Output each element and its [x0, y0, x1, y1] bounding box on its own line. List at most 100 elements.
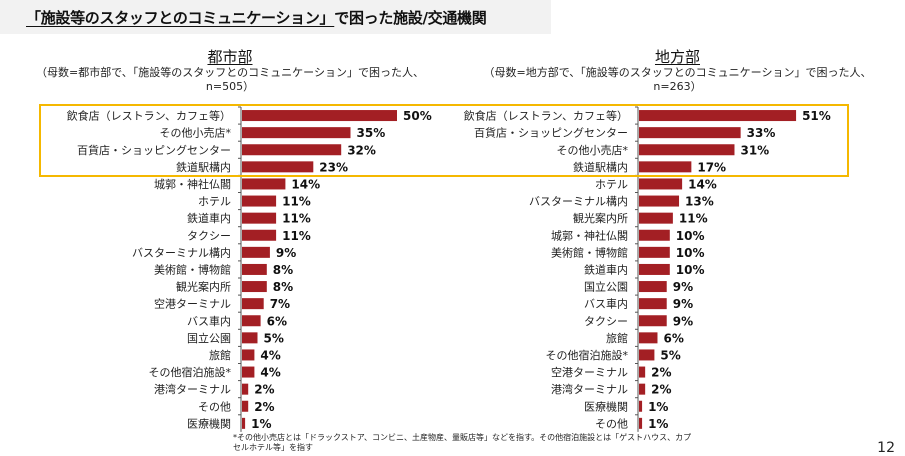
urban-category-label: バス車内	[187, 314, 231, 328]
urban-bar	[242, 212, 277, 224]
rural-bar	[639, 349, 655, 361]
urban-chart-title: 都市部	[207, 48, 253, 66]
page-title-quoted: 「施設等のスタッフとのコミュニケーション」	[26, 9, 335, 27]
rural-bar	[639, 110, 797, 122]
rural-category-label: その他宿泊施設*	[546, 348, 629, 362]
rural-category-label: その他	[595, 417, 628, 430]
urban-category-label: 旅館	[209, 348, 231, 362]
rural-value-label: 9%	[673, 297, 693, 311]
urban-bar	[242, 178, 286, 190]
urban-value-label: 7%	[270, 297, 290, 311]
urban-value-label: 35%	[357, 126, 386, 140]
title-bar: 「施設等のスタッフとのコミュニケーション」で困った施設/交通機関	[0, 0, 551, 34]
urban-value-label: 4%	[260, 348, 280, 362]
rural-bar	[639, 383, 646, 395]
page-title: 「施設等のスタッフとのコミュニケーション」で困った施設/交通機関	[26, 7, 487, 28]
rural-value-label: 2%	[651, 383, 671, 397]
urban-category-label: バスターミナル構内	[132, 245, 231, 259]
rural-category-label: バス車内	[584, 297, 628, 311]
rural-chart-subtitle-1: （母数=地方部で、「施設等のスタッフとのコミュニケーション」で困った人、	[483, 66, 872, 79]
urban-chart-subtitle-1: （母数=都市部で、「施設等のスタッフとのコミュニケーション」で困った人、	[36, 66, 424, 79]
rural-bar	[639, 263, 670, 275]
rural-value-label: 5%	[660, 348, 680, 362]
urban-category-label: 百貨店・ショッピングセンター	[77, 143, 231, 157]
rural-bar	[639, 195, 680, 207]
rural-value-label: 33%	[747, 126, 776, 140]
urban-value-label: 9%	[276, 246, 296, 260]
rural-bar	[639, 127, 741, 139]
rural-category-label: 城郭・神社仏閣	[551, 228, 628, 242]
urban-category-label: 観光案内所	[176, 280, 231, 294]
page-number: 12	[877, 440, 895, 456]
urban-category-label: 飲食店（レストラン、カフェ等）	[67, 109, 231, 123]
rural-bar	[639, 246, 670, 258]
rural-category-label: 飲食店（レストラン、カフェ等）	[464, 109, 628, 123]
urban-bar	[242, 263, 267, 275]
rural-value-label: 10%	[676, 246, 705, 260]
rural-category-label: タクシー	[584, 315, 628, 328]
rural-bar	[639, 212, 673, 224]
urban-category-label: 鉄道駅構内	[176, 160, 231, 174]
rural-value-label: 13%	[685, 195, 714, 209]
urban-value-label: 14%	[291, 177, 320, 191]
rural-bar	[639, 178, 683, 190]
rural-value-label: 2%	[651, 366, 671, 380]
rural-panel-header: 地方部 （母数=地方部で、「施設等のスタッフとのコミュニケーション」で困った人、…	[455, 48, 900, 94]
urban-bar	[242, 127, 351, 139]
urban-value-label: 11%	[282, 229, 311, 243]
urban-category-label: 城郭・神社仏閣	[154, 177, 231, 191]
urban-category-label: 港湾ターミナル	[154, 382, 231, 396]
urban-bar	[242, 400, 249, 412]
urban-bar	[242, 366, 255, 378]
urban-category-label: 医療機関	[187, 416, 231, 430]
rural-category-label: バスターミナル構内	[529, 194, 628, 208]
urban-bar	[242, 161, 314, 173]
urban-category-label: その他小売店*	[160, 126, 232, 140]
page-title-rest: で困った施設/交通機関	[334, 9, 487, 27]
footnote: *その他小売店とは「ドラックストア、コンビニ、土産物産、量販店等」などを指す。そ…	[233, 433, 692, 452]
urban-category-label: 国立公園	[187, 331, 231, 345]
rural-bar	[639, 366, 646, 378]
rural-category-label: 観光案内所	[573, 211, 628, 225]
rural-category-label: 空港ターミナル	[551, 365, 628, 379]
urban-bar	[242, 246, 270, 258]
urban-chart: 飲食店（レストラン、カフェ等） 50% その他小売店* 35% 百貨店・ショッピングセン…	[67, 106, 432, 432]
urban-value-label: 23%	[319, 160, 348, 174]
rural-value-label: 10%	[676, 263, 705, 277]
rural-category-label: 百貨店・ショッピングセンター	[474, 126, 628, 140]
urban-category-label: 空港ターミナル	[154, 297, 231, 311]
urban-value-label: 32%	[347, 143, 376, 157]
urban-bar	[242, 144, 342, 156]
urban-category-label: その他	[198, 400, 231, 413]
urban-value-label: 11%	[282, 195, 311, 209]
urban-bar	[242, 349, 255, 361]
rural-value-label: 31%	[740, 143, 769, 157]
rural-category-label: 鉄道車内	[584, 262, 628, 276]
urban-bar	[242, 195, 277, 207]
urban-bar	[242, 315, 261, 327]
rural-bar	[639, 400, 643, 412]
urban-bar	[242, 281, 267, 293]
rural-bar	[639, 315, 667, 327]
rural-value-label: 9%	[673, 280, 693, 294]
urban-category-label: タクシー	[187, 229, 231, 242]
rural-chart: 飲食店（レストラン、カフェ等） 51% 百貨店・ショッピングセンター 33% その他小売…	[464, 106, 831, 432]
rural-bar	[639, 281, 667, 293]
rural-value-label: 6%	[663, 331, 683, 345]
urban-bar	[242, 383, 249, 395]
rural-category-label: 国立公園	[584, 280, 628, 294]
urban-bar	[242, 332, 258, 344]
rural-value-label: 14%	[688, 177, 717, 191]
urban-value-label: 8%	[273, 263, 293, 277]
rural-value-label: 9%	[673, 314, 693, 328]
urban-bar	[242, 110, 397, 122]
urban-value-label: 2%	[254, 400, 274, 414]
urban-value-label: 50%	[403, 109, 432, 123]
rural-bar	[639, 144, 735, 156]
urban-category-label: 鉄道車内	[187, 211, 231, 225]
rural-bar	[639, 298, 667, 310]
urban-value-label: 8%	[273, 280, 293, 294]
urban-value-label: 11%	[282, 212, 311, 226]
urban-category-label: ホテル	[198, 195, 231, 208]
urban-value-label: 6%	[267, 314, 287, 328]
